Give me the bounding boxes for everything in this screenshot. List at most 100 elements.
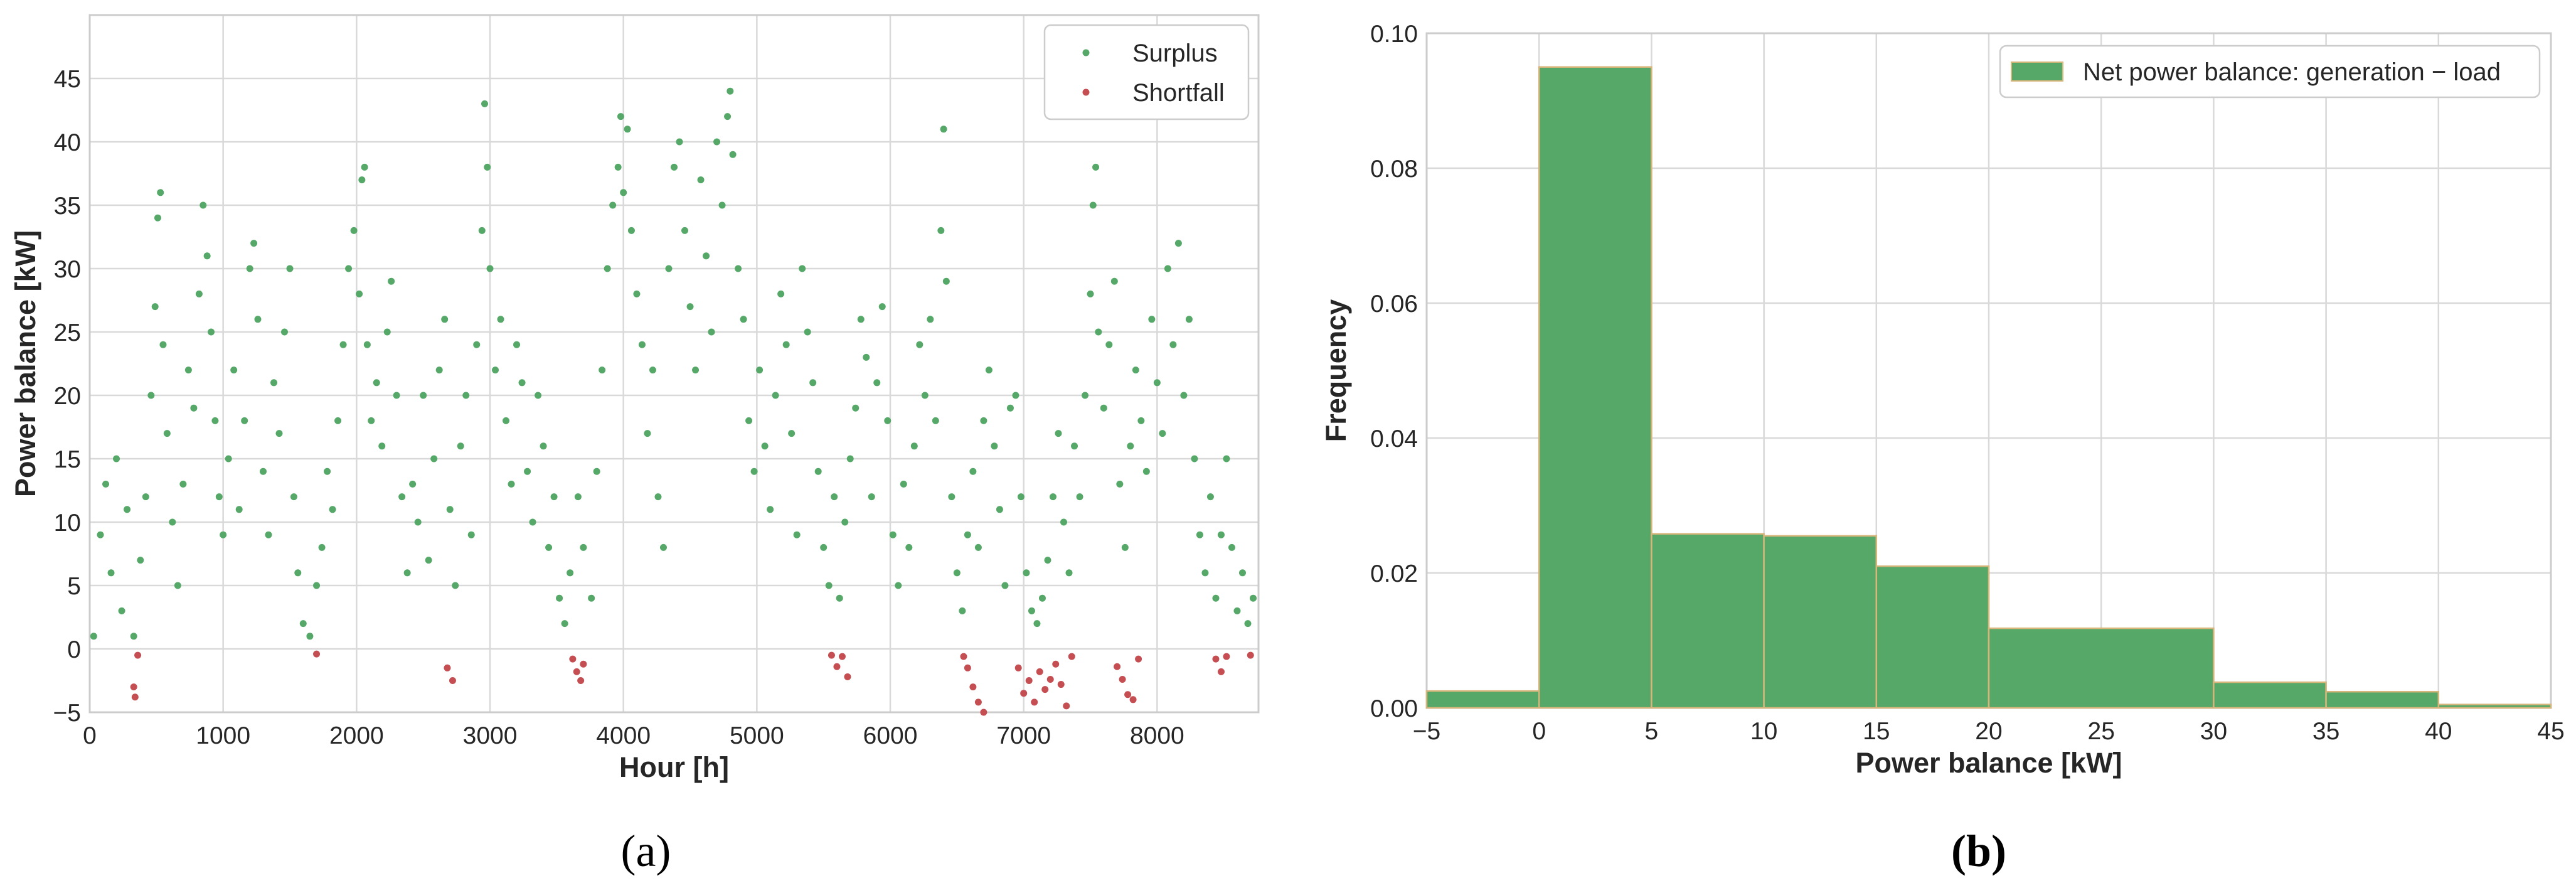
data-point-surplus — [246, 265, 253, 272]
data-point-surplus — [1038, 594, 1046, 602]
data-point-surplus — [1082, 392, 1089, 399]
legend-label: Surplus — [1132, 40, 1218, 67]
data-point-surplus — [1028, 607, 1035, 614]
data-point-shortfall — [969, 683, 977, 691]
data-point-surplus — [1110, 277, 1118, 285]
data-point-surplus — [329, 506, 336, 513]
data-point-shortfall — [838, 653, 846, 660]
y-tick-label: 20 — [54, 383, 81, 410]
data-point-surplus — [809, 379, 817, 387]
legend-marker — [1082, 88, 1090, 96]
data-point-surplus — [1001, 582, 1009, 589]
data-point-surplus — [729, 151, 737, 158]
y-tick-label: 10 — [54, 510, 81, 537]
data-point-surplus — [1023, 569, 1030, 577]
data-point-surplus — [230, 366, 238, 374]
data-point-surplus — [878, 303, 886, 311]
data-point-surplus — [373, 379, 380, 387]
x-tick-label: 1000 — [196, 722, 250, 749]
data-point-surplus — [142, 493, 149, 501]
y-tick-label: 0.08 — [1370, 156, 1418, 183]
data-point-surplus — [184, 366, 192, 374]
data-point-surplus — [953, 569, 961, 577]
data-point-surplus — [1206, 493, 1214, 501]
data-point-surplus — [1217, 531, 1225, 538]
data-point-surplus — [540, 442, 547, 450]
legend-label: Shortfall — [1132, 79, 1225, 107]
data-point-surplus — [916, 341, 923, 348]
data-point-shortfall — [131, 693, 139, 701]
data-point-surplus — [599, 366, 606, 374]
data-point-surplus — [1012, 392, 1019, 399]
data-point-surplus — [593, 468, 600, 475]
data-point-surplus — [1137, 417, 1145, 424]
x-tick-label: 7000 — [996, 722, 1051, 749]
histogram-bar — [2213, 681, 2327, 709]
data-point-shortfall — [1036, 668, 1043, 675]
data-point-surplus — [420, 392, 427, 399]
data-point-surplus — [383, 328, 391, 336]
data-point-surplus — [814, 468, 822, 475]
data-point-surplus — [1092, 163, 1100, 171]
data-point-surplus — [294, 569, 302, 577]
data-point-surplus — [318, 543, 326, 551]
data-point-surplus — [513, 341, 521, 348]
data-point-surplus — [503, 417, 510, 424]
y-axis-title: Frequency — [1320, 299, 1352, 442]
data-point-surplus — [524, 468, 531, 475]
data-point-surplus — [435, 366, 443, 374]
data-point-surplus — [825, 582, 833, 589]
x-tick-label: 5000 — [730, 722, 784, 749]
data-point-surplus — [254, 316, 262, 323]
data-point-surplus — [556, 594, 563, 602]
legend-swatch — [2011, 62, 2063, 82]
data-point-surplus — [991, 442, 998, 450]
data-point-shortfall — [134, 651, 142, 659]
data-point-surplus — [299, 620, 307, 628]
x-tick-label: 8000 — [1130, 722, 1184, 749]
data-point-shortfall — [1031, 698, 1038, 706]
data-point-surplus — [403, 569, 411, 577]
data-point-surplus — [644, 430, 651, 437]
histogram-bar — [1651, 533, 1765, 709]
data-point-surplus — [203, 252, 211, 260]
y-tick-label: 0.06 — [1370, 291, 1418, 318]
data-point-surplus — [286, 265, 294, 272]
data-point-surplus — [363, 341, 371, 348]
data-point-surplus — [473, 341, 481, 348]
data-point-surplus — [1095, 328, 1102, 336]
data-point-surplus — [151, 303, 159, 311]
x-tick-label: 0 — [83, 722, 97, 749]
data-point-surplus — [157, 189, 164, 196]
data-point-surplus — [425, 557, 432, 564]
data-point-surplus — [820, 543, 828, 551]
data-point-surplus — [1033, 620, 1041, 628]
data-point-surplus — [147, 392, 155, 399]
data-point-surplus — [889, 531, 897, 538]
data-point-surplus — [782, 341, 790, 348]
y-tick-label: −5 — [53, 700, 81, 727]
data-point-surplus — [649, 366, 656, 374]
data-point-surplus — [306, 633, 314, 640]
data-point-surplus — [130, 633, 137, 640]
data-point-surplus — [313, 582, 321, 589]
data-point-surplus — [481, 100, 489, 107]
data-point-surplus — [905, 543, 913, 551]
data-point-surplus — [942, 277, 950, 285]
data-point-surplus — [873, 379, 881, 387]
data-point-surplus — [430, 455, 438, 463]
data-point-surplus — [937, 227, 945, 234]
data-point-surplus — [996, 506, 1003, 513]
data-point-shortfall — [313, 650, 321, 658]
data-point-surplus — [761, 442, 769, 450]
data-point-surplus — [462, 392, 470, 399]
data-point-surplus — [1153, 379, 1161, 387]
data-point-surplus — [225, 455, 232, 463]
data-point-surplus — [686, 303, 694, 311]
data-point-surplus — [772, 392, 779, 399]
data-point-surplus — [1065, 569, 1073, 577]
data-point-surplus — [508, 480, 515, 488]
data-point-surplus — [617, 113, 624, 120]
data-point-surplus — [969, 468, 977, 475]
data-point-surplus — [1169, 341, 1177, 348]
